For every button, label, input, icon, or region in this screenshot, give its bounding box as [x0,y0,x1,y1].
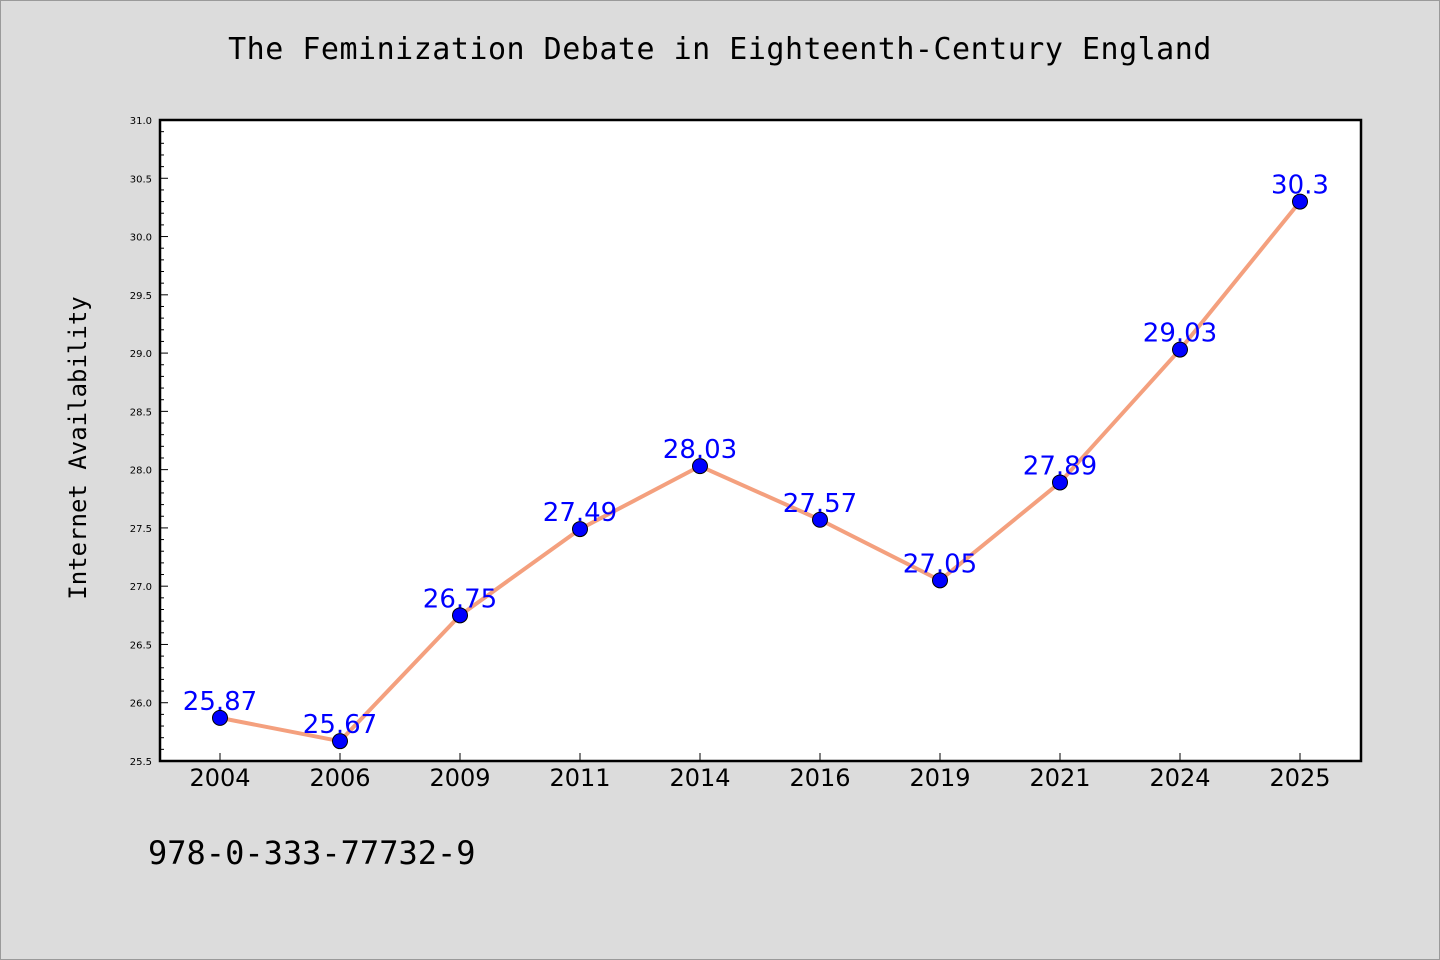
x-tick-label: 2006 [309,764,370,792]
series-line-group [219,200,1302,744]
y-tick-label: 25.5 [130,757,152,768]
data-point [932,572,948,589]
data-point [692,458,708,475]
x-tick-label: 2016 [789,764,850,792]
chart-title: The Feminization Debate in Eighteenth-Ce… [228,32,1212,67]
data-point [332,733,348,750]
data-point [572,521,588,538]
x-tick-label: 2024 [1149,764,1210,792]
x-tick-label: 2009 [429,764,490,792]
x-tick-label: 2019 [909,764,970,792]
y-axis: 25.5 26.0 26.5 27.0 27.5 28.0 28.5 29.0 29.5 30.0… [130,116,168,768]
isbn-label: 978-0-333-77732-9 [148,834,476,872]
data-point [1292,193,1308,210]
y-tick-label: 28.0 [130,466,152,477]
x-tick-label: 2004 [189,764,250,792]
data-point [212,709,228,726]
plot-area [158,118,1363,763]
y-axis-title: Internet Availability [64,296,92,599]
y-tick-label: 31.0 [130,116,152,127]
data-label: 26.75 [423,584,497,614]
x-tick-label: 2025 [1269,764,1330,792]
data-label: 27.57 [783,489,857,519]
y-tick-label: 26.5 [130,640,152,651]
data-label: 29.03 [1143,319,1217,349]
x-tick-label: 2014 [669,764,730,792]
data-label: 25.67 [303,710,377,740]
x-axis: 2004 2006 2009 2011 2014 2016 2019 2021 2024 2025 [189,753,1331,792]
data-label: 27.49 [543,498,617,528]
y-tick-label: 28.5 [130,407,152,418]
data-point [812,511,828,528]
y-tick-label: 29.0 [130,349,152,360]
data-point [1172,341,1188,358]
data-label: 25.87 [183,687,257,717]
x-tick-label: 2011 [549,764,610,792]
y-tick-label: 26.0 [130,699,152,710]
y-tick-label: 27.0 [130,582,152,593]
data-point [452,607,468,624]
data-label-group: 25.87 25.67 26.75 27.49 28.03 27.57 27.05 27.89… [183,171,1329,741]
y-tick-label: 27.5 [130,524,152,535]
y-tick-label: 29.5 [130,291,152,302]
data-point [1052,474,1068,491]
data-label: 28.03 [663,435,737,465]
series-marker-group [212,193,1308,750]
y-tick-label: 30.5 [130,174,152,185]
data-label: 27.05 [903,549,977,579]
series-line [219,200,1302,744]
data-label: 27.89 [1023,451,1097,481]
x-tick-label: 2021 [1029,764,1090,792]
data-label: 30.3 [1271,171,1329,201]
y-tick-label: 30.0 [130,233,152,244]
